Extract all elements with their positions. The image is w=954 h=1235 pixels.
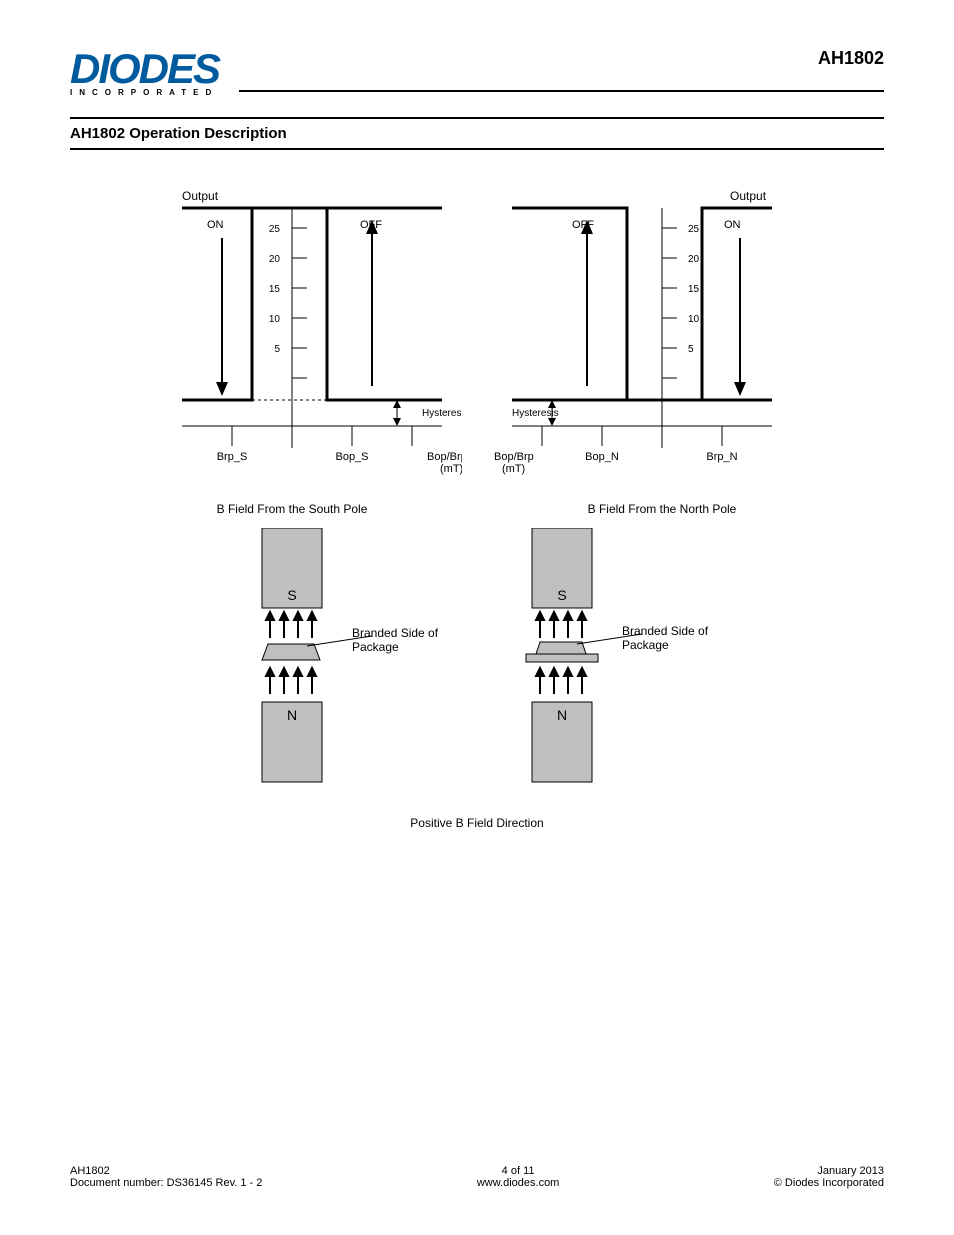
svg-text:N: N [557,707,567,723]
svg-text:(mT): (mT) [440,463,462,475]
svg-text:Bop_N: Bop_N [585,451,619,463]
figure-south-caption: B Field From the South Pole [122,502,462,516]
svg-text:25: 25 [269,224,281,235]
figure-south: 25 20 15 10 5 Hysteresis [122,168,462,498]
orientation-figures: S [70,528,884,808]
footer-page: 4 of 11 [477,1165,560,1177]
svg-text:Bop/Brp: Bop/Brp [427,451,462,463]
page-header: DIODES INCORPORATED [70,50,884,97]
header-rule [239,90,884,92]
product-code: AH1802 [818,48,884,69]
orientation-right: S N Brande [522,528,702,808]
svg-text:Brp_S: Brp_S [217,451,248,463]
branded-side-label-left: Branded Side of Package [352,626,472,654]
svg-text:15: 15 [688,284,700,295]
footer-docnum: Document number: DS36145 Rev. 1 - 2 [70,1177,262,1189]
svg-text:25: 25 [688,224,700,235]
svg-text:Hysteresis: Hysteresis [512,408,559,419]
bop-brp-figures: 25 20 15 10 5 Hysteresis [70,168,884,498]
svg-text:Hysteresis: Hysteresis [422,408,462,419]
orientation-left: S [252,528,432,808]
svg-text:10: 10 [688,314,700,325]
svg-text:10: 10 [269,314,281,325]
svg-text:ON: ON [724,219,741,231]
logo-word: DIODES [70,50,219,88]
svg-text:N: N [287,707,297,723]
svg-text:OFF: OFF [572,219,594,231]
svg-text:Bop_S: Bop_S [335,451,368,463]
logo: DIODES INCORPORATED [70,50,219,97]
figure-north-caption: B Field From the North Pole [492,502,832,516]
figure-north: 25 20 15 10 5 Hysteresis Output [492,168,832,498]
svg-text:Bop/Brp: Bop/Brp [494,451,534,463]
orientation-caption: Positive B Field Direction [70,816,884,830]
footer-url: www.diodes.com [477,1177,560,1189]
page-footer: AH1802 Document number: DS36145 Rev. 1 -… [70,1165,884,1189]
logo-subtext: INCORPORATED [70,88,219,97]
footer-date: January 2013 [774,1165,884,1177]
svg-text:5: 5 [274,344,280,355]
svg-text:20: 20 [269,254,281,265]
svg-text:OFF: OFF [360,219,382,231]
svg-text:S: S [287,587,296,603]
svg-text:(mT): (mT) [502,463,525,475]
svg-text:Output: Output [182,189,219,203]
footer-product: AH1802 [70,1165,262,1177]
section-title: AH1802 Operation Description [70,117,884,150]
svg-text:S: S [557,587,566,603]
branded-side-label-right: Branded Side of Package [622,624,742,652]
svg-text:20: 20 [688,254,700,265]
svg-text:Output: Output [730,189,767,203]
svg-text:Brp_N: Brp_N [706,451,737,463]
footer-copyright: © Diodes Incorporated [774,1177,884,1189]
svg-text:ON: ON [207,219,224,231]
svg-text:15: 15 [269,284,281,295]
svg-text:5: 5 [688,344,694,355]
